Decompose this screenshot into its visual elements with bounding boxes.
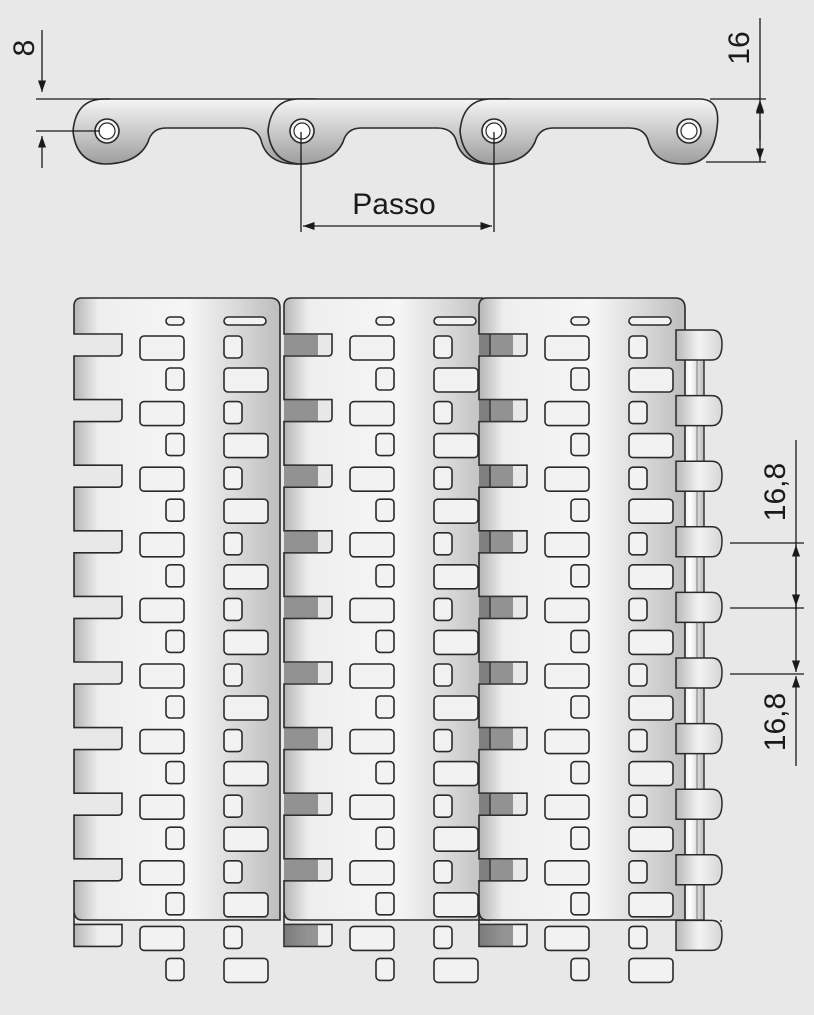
hinge-tooth-1 xyxy=(675,329,723,361)
side-link-1 xyxy=(72,98,332,165)
hinge-tooth-5 xyxy=(675,591,723,624)
spacing-dimensions: 16,8 16,8 xyxy=(730,440,804,766)
side-dimension-16: 16 xyxy=(706,18,766,163)
pitch-label: Passo xyxy=(352,188,435,221)
hinge-tooth-8 xyxy=(675,788,723,820)
side-links xyxy=(72,98,719,165)
side-view: 8 16 Passo xyxy=(8,18,766,232)
spacing-upper-label: 16,8 xyxy=(759,463,792,521)
side-dimension-8: 8 xyxy=(8,30,110,168)
hinge-tooth-7 xyxy=(675,722,723,755)
belt-top-view xyxy=(73,297,723,984)
belt-modules xyxy=(73,297,686,984)
belt-module-3 xyxy=(478,297,686,984)
hinge-teeth-right xyxy=(675,329,723,952)
belt-module-1 xyxy=(73,297,281,984)
hinge-tooth-9 xyxy=(675,854,723,886)
belt-module-2 xyxy=(283,297,491,984)
hinge-tooth-2 xyxy=(675,394,723,427)
spacing-lower-label: 16,8 xyxy=(759,693,792,751)
hinge-tooth-3 xyxy=(675,460,723,492)
side-link-end-eye xyxy=(676,118,702,144)
hinge-tooth-4 xyxy=(675,526,723,558)
hinge-tooth-10 xyxy=(675,919,723,952)
dimension-8-label: 8 xyxy=(8,40,41,57)
hinge-tooth-6 xyxy=(675,657,723,689)
dimension-16-label: 16 xyxy=(723,31,756,64)
side-dimension-pitch: Passo xyxy=(300,132,495,232)
